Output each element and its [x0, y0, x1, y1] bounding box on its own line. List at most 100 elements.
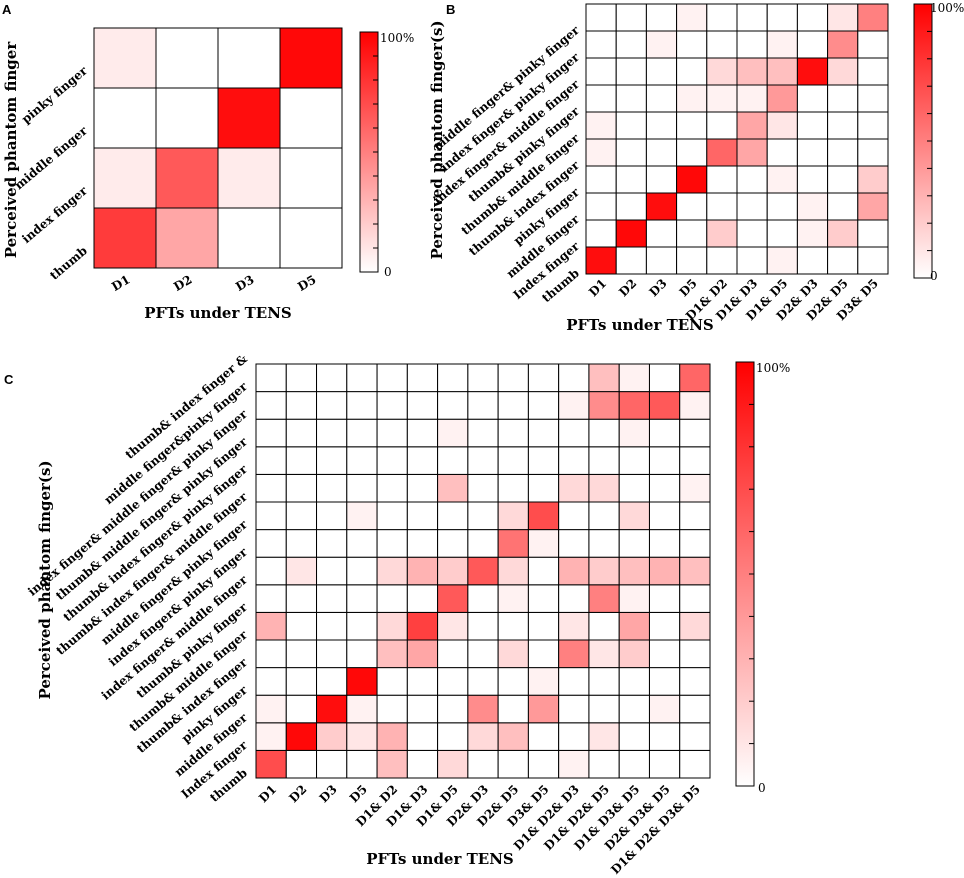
heatmap-cell — [558, 446, 590, 475]
heatmap-cell — [255, 749, 287, 779]
heatmap-cell — [467, 611, 499, 641]
panel-letter: B — [446, 2, 455, 17]
x-tick-label: D1 — [586, 276, 609, 299]
heatmap-cell — [316, 556, 348, 586]
y-tick-label: middle finger — [12, 123, 91, 192]
heatmap-cell — [588, 722, 620, 751]
heatmap-cell — [585, 165, 617, 194]
heatmap-cell — [827, 138, 859, 167]
heatmap-cell — [558, 722, 590, 751]
heatmap-cell — [406, 363, 439, 393]
heatmap-cell — [645, 165, 678, 194]
heatmap-cell — [406, 501, 439, 531]
heatmap-cell — [857, 3, 889, 32]
panel-letter: A — [2, 2, 12, 17]
heatmap-cell — [706, 84, 738, 113]
heatmap-cell — [376, 639, 408, 669]
heatmap-cell — [406, 473, 439, 503]
heatmap-cell — [618, 667, 650, 696]
heatmap-cell — [585, 30, 617, 59]
heatmap-cell — [618, 529, 650, 558]
heatmap-cell — [588, 611, 620, 641]
heatmap-cell — [497, 473, 529, 503]
heatmap-cell — [736, 3, 768, 32]
heatmap-cell — [497, 694, 529, 724]
heatmap-cell — [437, 418, 469, 448]
heatmap-cell — [437, 556, 469, 586]
x-tick-label: D1 — [256, 782, 279, 805]
heatmap-cell — [376, 722, 408, 751]
heatmap-cell — [467, 363, 499, 393]
heatmap-cell — [527, 446, 560, 475]
heatmap-cell — [588, 473, 620, 503]
heatmap-cell — [679, 694, 711, 724]
heatmap-cell — [497, 611, 529, 641]
heatmap-cell — [406, 418, 439, 448]
heatmap-cell — [255, 722, 287, 751]
heatmap-cell — [437, 501, 469, 531]
heatmap-cell — [376, 363, 408, 393]
heatmap-cell — [285, 722, 318, 751]
heatmap-cell — [588, 639, 620, 669]
heatmap-cell — [588, 694, 620, 724]
heatmap-cell — [648, 446, 681, 475]
heatmap-cell — [706, 3, 738, 32]
heatmap-cell — [376, 391, 408, 420]
heatmap-cell — [648, 418, 681, 448]
heatmap-cell — [588, 418, 620, 448]
heatmap-cell — [346, 722, 378, 751]
heatmap-cell — [827, 192, 859, 221]
heatmap-cell — [679, 722, 711, 751]
heatmap-cell — [766, 219, 798, 248]
heatmap-cell — [648, 611, 681, 641]
heatmap-cell — [255, 556, 287, 586]
heatmap-cell — [497, 391, 529, 420]
heatmap-cell — [285, 749, 318, 779]
heatmap-cell — [558, 473, 590, 503]
heatmap-cell — [255, 584, 287, 613]
heatmap-cell — [155, 207, 219, 269]
heatmap-cell — [155, 87, 219, 149]
heatmap-cell — [527, 556, 560, 586]
colorbar-min-label: 0 — [758, 781, 766, 795]
heatmap-cell — [857, 246, 889, 275]
x-tick-label: D2 — [286, 782, 309, 805]
heatmap-cell — [679, 556, 711, 586]
heatmap-cell — [585, 219, 617, 248]
heatmap-cell — [588, 556, 620, 586]
heatmap-cell — [648, 529, 681, 558]
heatmap-cell — [527, 418, 560, 448]
heatmap-cell — [618, 584, 650, 613]
heatmap-cell — [736, 84, 768, 113]
heatmap-cell — [406, 584, 439, 613]
heatmap-cell — [93, 207, 157, 269]
heatmap-cell — [827, 30, 859, 59]
heatmap-cell — [497, 584, 529, 613]
heatmap-cell — [406, 446, 439, 475]
heatmap-cell — [406, 667, 439, 696]
heatmap-cell — [679, 501, 711, 531]
heatmap-cell — [796, 219, 829, 248]
heatmap-cell — [497, 639, 529, 669]
heatmap-cell — [736, 246, 768, 275]
heatmap-cell — [497, 749, 529, 779]
heatmap-cell — [676, 84, 708, 113]
heatmap-cell — [497, 363, 529, 393]
heatmap-cell — [648, 473, 681, 503]
heatmap-cell — [648, 584, 681, 613]
heatmap-cell — [679, 418, 711, 448]
heatmap-cell — [217, 147, 281, 209]
heatmap-cell — [497, 667, 529, 696]
heatmap-cell — [255, 391, 287, 420]
heatmap-cell — [679, 667, 711, 696]
heatmap-cell — [437, 473, 469, 503]
heatmap-cell — [766, 138, 798, 167]
heatmap-cell — [857, 111, 889, 140]
x-axis-title: PFTs under TENS — [144, 304, 292, 322]
heatmap-cell — [679, 639, 711, 669]
heatmap-cell — [346, 694, 378, 724]
heatmap-cell — [467, 639, 499, 669]
heatmap-cell — [285, 529, 318, 558]
heatmap-cell — [679, 363, 711, 393]
x-tick-label: D3 — [646, 276, 669, 299]
